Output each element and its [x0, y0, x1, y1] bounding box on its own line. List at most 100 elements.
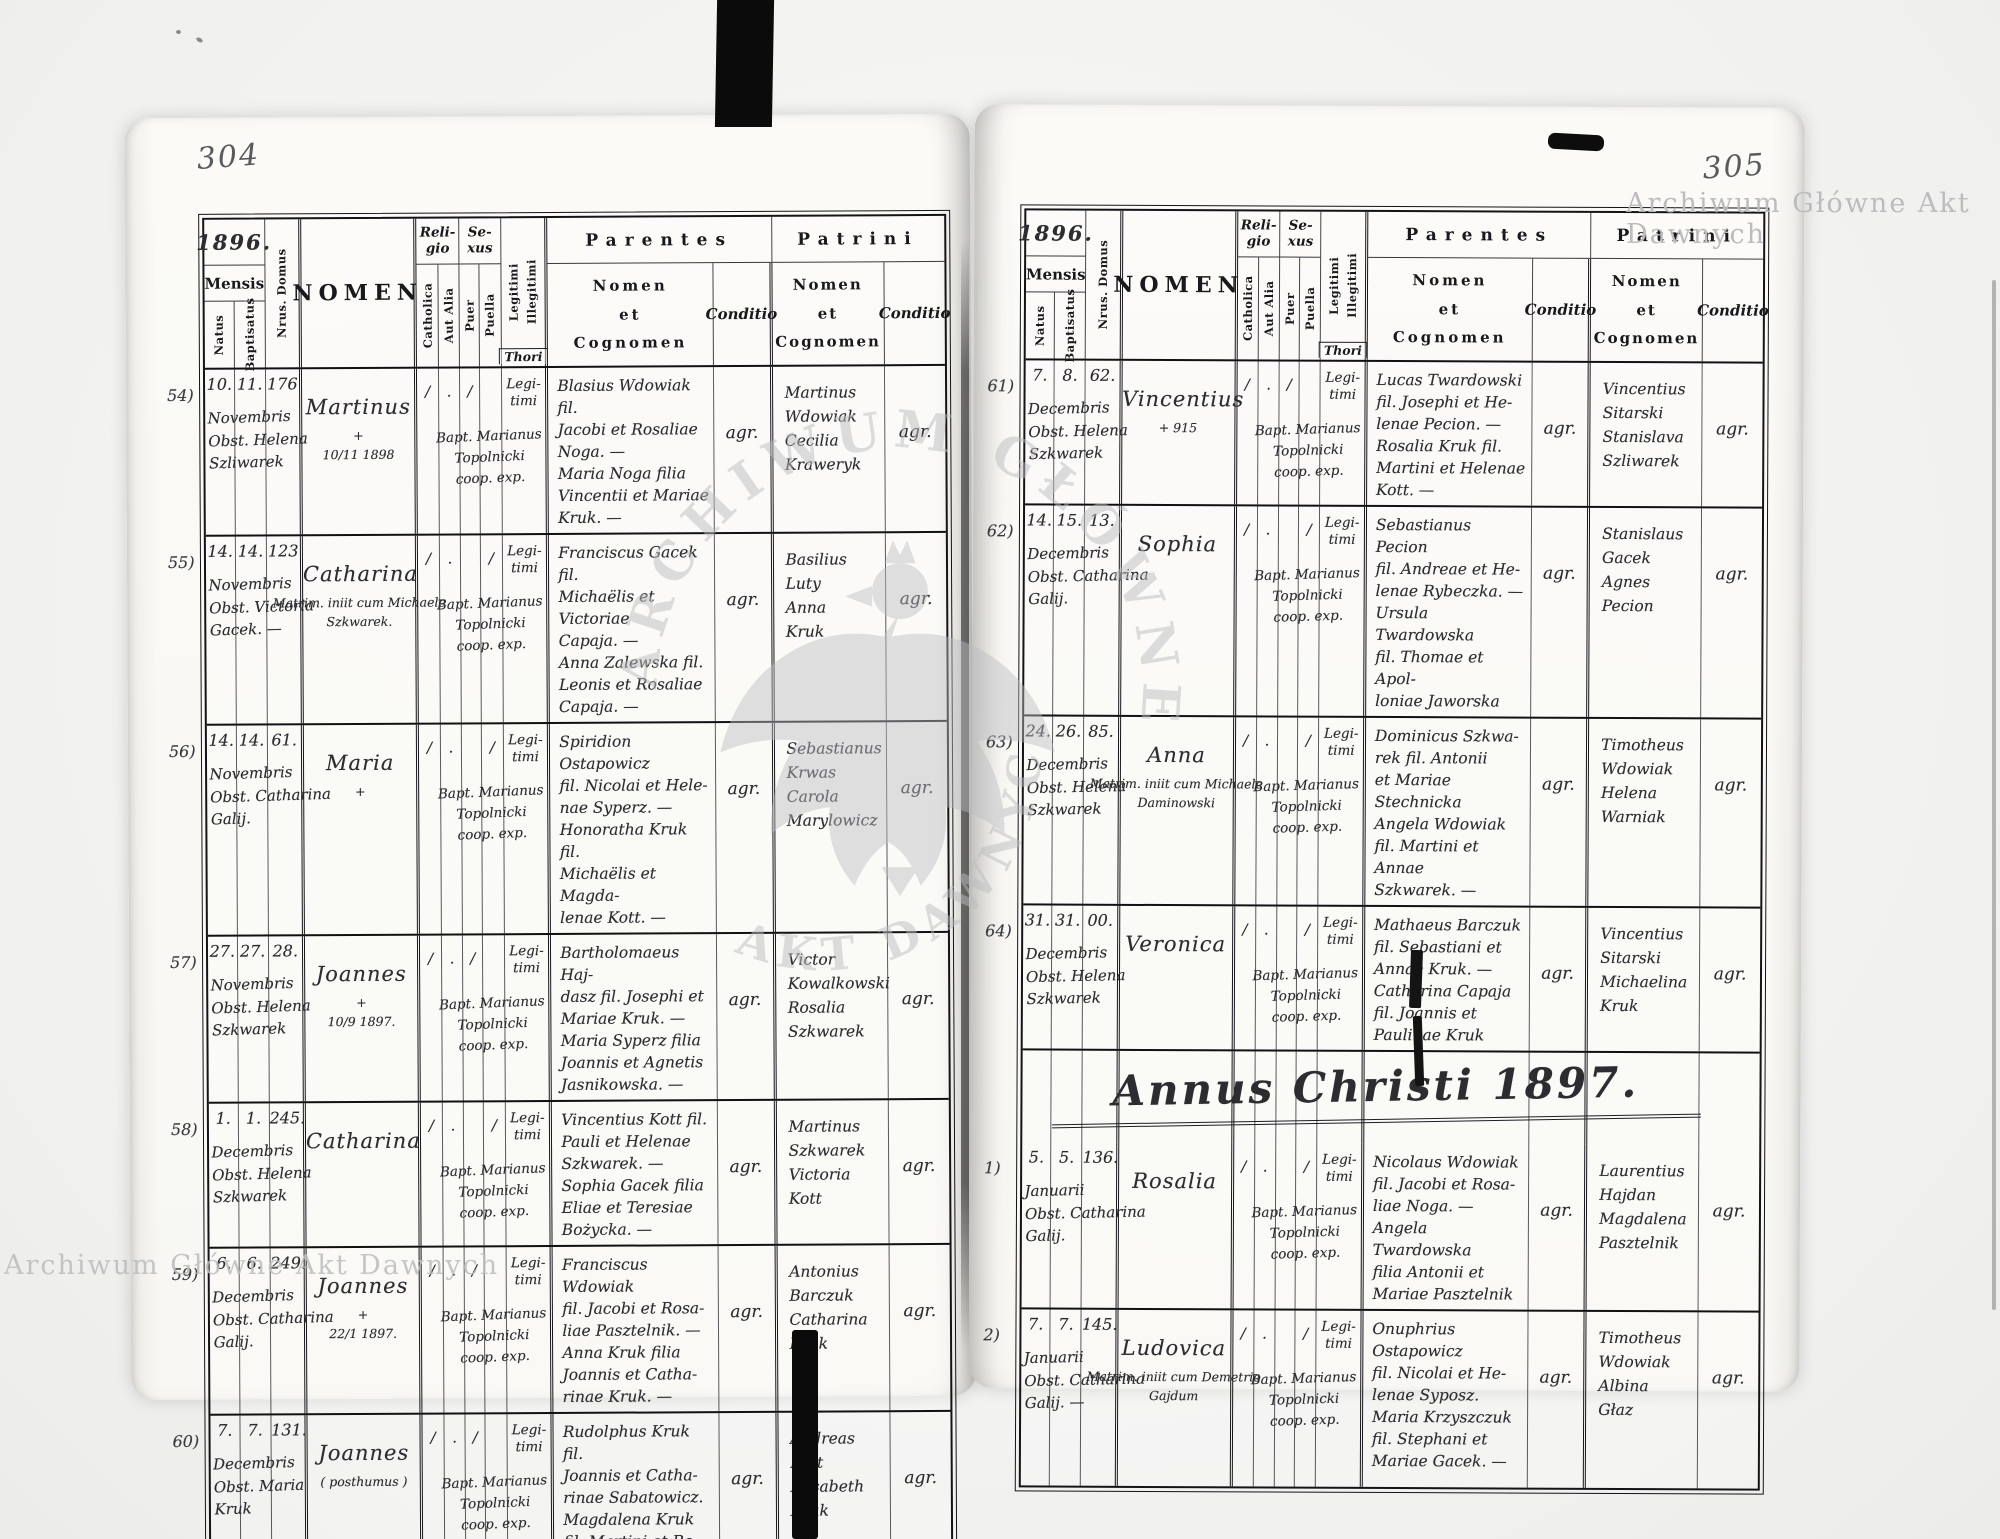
entry-number: 56) — [168, 741, 196, 761]
parents-names: Vincentius Kott fil. Pauli et Helenae Sz… — [561, 1110, 708, 1239]
aut-alia-mark: . — [1262, 1324, 1267, 1343]
register-row: 56) 14. 14. 61. Maria + / . / Legi- timi… — [169, 721, 948, 937]
patrini-conditio-cell: agr. — [885, 366, 946, 531]
parentes-conditio-cell: agr. — [1529, 907, 1589, 1051]
annus-christi-band: Annus Christi 1897. — [1022, 1050, 1759, 1146]
parentes-cell: Spiridion Ostapowicz fil. Nicolai et Hel… — [550, 723, 717, 933]
parentes-cell: Mathaeus Barczuk fil. Sebastiani et Anna… — [1364, 906, 1531, 1051]
book-edge-shadow — [1992, 280, 1996, 1310]
parentes-cell: Franciscus Gacek fil. Michaëlis et Victo… — [549, 534, 716, 723]
patrini-conditio-cell: agr. — [888, 933, 949, 1098]
godparents-condition: agr. — [902, 1155, 936, 1177]
thori-label: Thori — [499, 348, 548, 365]
patrini-conditio-label: Conditio — [878, 303, 951, 323]
puer-mark: / — [471, 1261, 478, 1280]
baptisatus-day: 5. — [1058, 1147, 1075, 1167]
natus-day: 14. — [207, 541, 233, 561]
puer-mark: / — [470, 949, 476, 968]
month-and-midwife: Decembris Obst. Helena Szkwarek — [211, 1140, 312, 1207]
parents-condition: agr. — [1542, 563, 1576, 584]
page-right: 305 1896. Mensis Natus Baptisatus Nrus. … — [969, 104, 1805, 1495]
nomen-cell: Maria + — [303, 724, 421, 935]
register-row: 62) 14. 15. 13. Sophia / . / Legi- timi … — [987, 505, 1763, 720]
puella-mark: / — [1303, 1157, 1310, 1176]
patrini-conditio-cell: agr. — [1702, 363, 1762, 506]
godparents-condition: agr. — [899, 588, 933, 610]
baptisatus-label: Baptisatus — [1055, 289, 1087, 363]
entry-number: 60) — [172, 1431, 200, 1451]
patrini-cell: Laurentius Hajdan Magdalena Pasztelnik — [1586, 1144, 1700, 1311]
catholica-mark: / — [1243, 731, 1249, 750]
parentes-conditio-cell: agr. — [1531, 507, 1591, 717]
godparents-condition: agr. — [900, 777, 934, 799]
catholica-mark: / — [425, 382, 431, 401]
patrini-nomen-cognomen-label: Nomen et Cognomen — [1590, 258, 1704, 362]
year-label: 1896. — [1018, 210, 1094, 257]
register-row: 63) 24. 26. 85. Anna Matrim. iniit cum M… — [986, 716, 1762, 909]
parentes-cell: Lucas Twardowski fil. Josephi et He- len… — [1366, 361, 1533, 506]
catholica-mark: / — [1241, 1157, 1247, 1176]
nomen-label: NOMEN — [292, 218, 423, 368]
parentes-label: Parentes — [1368, 211, 1592, 259]
godparents-names: Vincentius Sitarski Stanislava Szliwarek — [1602, 379, 1686, 471]
aut-alia-mark: . — [1264, 731, 1270, 750]
puer-label: Puer — [459, 264, 481, 367]
parents-names: Nicolaus Wdowiak fil. Jacobi et Rosa- li… — [1372, 1152, 1519, 1304]
baptisatus-cell: 15. — [1053, 505, 1086, 715]
parentes-conditio-cell: agr. — [1527, 1311, 1587, 1488]
godparents-condition: agr. — [898, 422, 932, 443]
parents-condition: agr. — [1540, 1200, 1573, 1221]
entry-number: 59) — [171, 1264, 199, 1284]
aut-alia-mark: . — [449, 949, 455, 968]
legitimi-column-label: Legitimi Illegitimi Thori — [1318, 211, 1369, 360]
patrini-conditio-cell: agr. — [1699, 1145, 1759, 1310]
baptizing-priest: Bapt. Marianus Topolnicki coop. exp. — [1250, 1369, 1357, 1430]
register-rows-left: 54) 10. 11. 176 Martinus + 10/11 1898 / … — [167, 365, 951, 1539]
book-spine-top — [714, 0, 775, 127]
catholica-mark: / — [1244, 375, 1250, 394]
patrini-nomen-cognomen-label: Nomen et Cognomen — [771, 262, 885, 365]
godparents-condition: agr. — [1716, 419, 1749, 440]
godparents-condition: agr. — [1714, 775, 1748, 796]
entry-number: 61) — [987, 376, 1015, 396]
house-number: 62. — [1089, 365, 1116, 385]
baptism-table-right: 1896. Mensis Natus Baptisatus Nrus. Domu… — [983, 204, 1770, 1495]
month-and-midwife: Decembris Obst. Catharina Galij. — [211, 1285, 334, 1352]
book-spine-bottom — [792, 1330, 818, 1539]
patrini-cell: Martinus Szkwarek Victoria Kott — [776, 1100, 890, 1244]
parents-condition: agr. — [726, 589, 760, 611]
legitimi-note: Legi- timi — [507, 543, 542, 577]
parents-names: Mathaeus Barczuk fil. Sebastiani et Anna… — [1373, 915, 1522, 1045]
patrini-conditio-cell: agr. — [890, 1412, 951, 1539]
baptizing-priest: Bapt. Marianus Topolnicki coop. exp. — [1251, 1202, 1358, 1263]
baptizing-priest: Bapt. Marianus Topolnicki coop. exp. — [440, 1305, 547, 1367]
house-number: 00. — [1087, 910, 1113, 930]
parentes-conditio-cell: agr. — [1528, 1144, 1588, 1310]
illegitimi-label: Illegitimi — [1345, 253, 1360, 319]
register-row: 58) 1. 1. 245. Catharina / . / Legi- tim… — [171, 1099, 950, 1249]
register-rows-right: 61) 7. 8. 62. Vincentius + 915 / . / Leg… — [983, 360, 1763, 1489]
nomen-label: NOMEN — [1113, 210, 1244, 360]
mensis-label: Mensis — [1026, 256, 1087, 293]
puella-mark: / — [489, 738, 495, 757]
godparents-condition: agr. — [1713, 964, 1747, 985]
legitimi-note: Legi- timi — [509, 943, 544, 977]
parents-names: Spiridion Ostapowicz fil. Nicolai et Hel… — [559, 732, 708, 927]
month-and-midwife: Novembris Obst. Catharina Galij. — [209, 762, 332, 829]
month-and-midwife: Novembris Obst. Helena Szkwarek — [210, 973, 311, 1040]
puella-mark: / — [488, 549, 494, 568]
parents-names: Onuphrius Ostapowicz fil. Nicolai et He-… — [1371, 1319, 1512, 1471]
godparents-names: Stanislaus Gacek Agnes Pecion — [1601, 524, 1684, 616]
patrini-cell: Victor Kowalkowski Rosalia Szkwarek — [775, 933, 890, 1099]
month-and-midwife: Januarii Obst. Catharina Galij. — [1024, 1180, 1146, 1246]
house-number: 136. — [1082, 1147, 1119, 1167]
pencil-dot — [176, 30, 181, 34]
register-row: 55) 14. 14. 123 Catharina Matrim. iniit … — [168, 532, 947, 726]
sexus-label: Se- xus — [1280, 211, 1322, 258]
register-row: 1) 5. 5. 136. Rosalia / . / Legi- timi N… — [984, 1142, 1760, 1313]
godparents-names: Martinus Szkwarek Victoria Kott — [788, 1117, 866, 1208]
entry-number: 63) — [985, 732, 1013, 752]
illegitimi-label: Illegitimi — [524, 259, 540, 325]
legitimi-note: Legi- timi — [508, 732, 543, 766]
patrini-conditio-label: Conditio — [1697, 301, 1769, 320]
